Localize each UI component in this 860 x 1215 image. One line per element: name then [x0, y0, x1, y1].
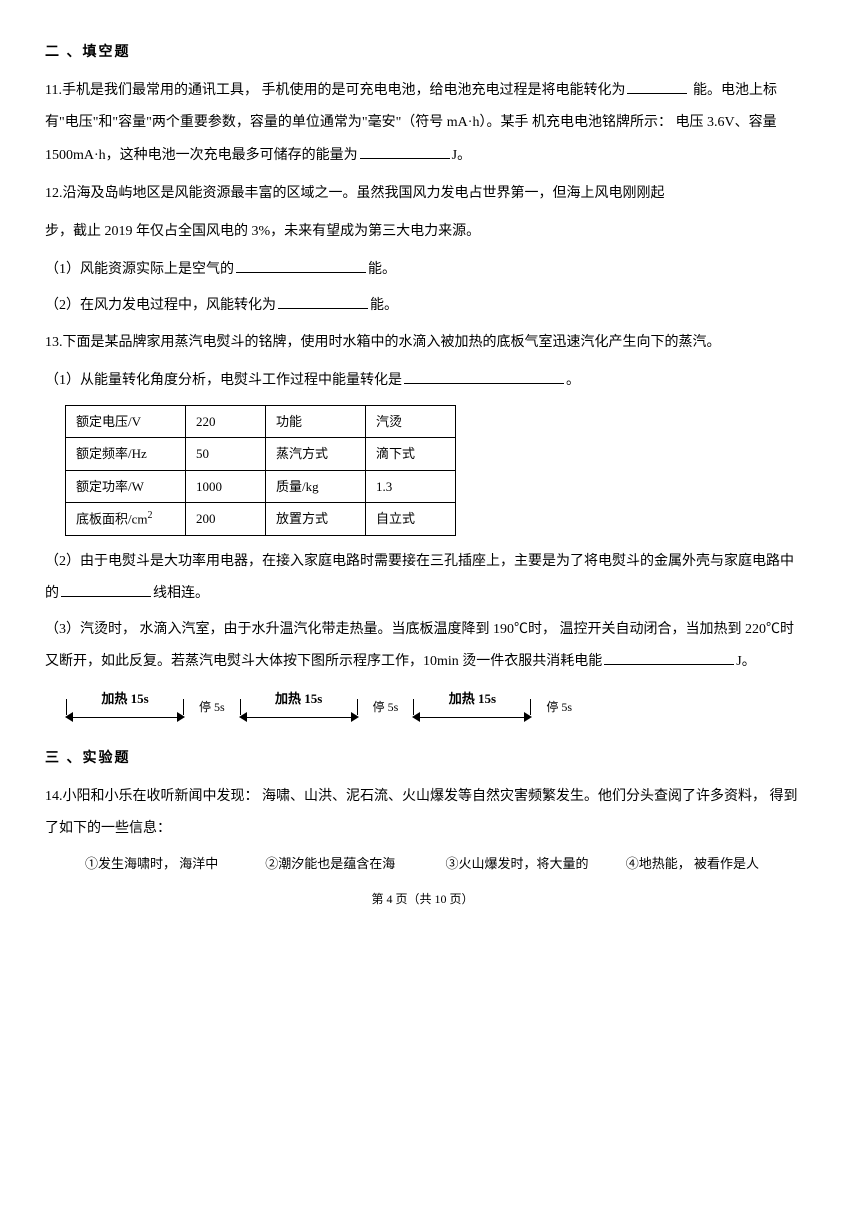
question-12: 12.沿海及岛屿地区是风能资源最丰富的区域之一。虽然我国风力发电占世界第一，但海… [45, 178, 800, 210]
q12-sub2: （2）在风力发电过程中，风能转化为 能。 [45, 290, 800, 322]
q13-sub1-b: 。 [566, 373, 580, 388]
q12-text-b: 步，截止 2019 年仅占全国风电的 3%，未来有望成为第三大电力来源。 [45, 224, 480, 239]
timing-heat-segment: 加热 15s [239, 707, 359, 727]
table-cell: 200 [186, 503, 266, 536]
question-11: 11.手机是我们最常用的通讯工具， 手机使用的是可充电电池，给电池充电过程是将电… [45, 75, 800, 172]
q11-text-d: J。 [452, 148, 471, 163]
table-cell: 自立式 [366, 503, 456, 536]
timing-stop-segment: 停 5s [359, 697, 413, 719]
q11-text-a: 11.手机是我们最常用的通讯工具， 手机使用的是可充电电池，给电池充电过程是将电… [45, 83, 625, 98]
q12-sub1: （1）风能资源实际上是空气的 能。 [45, 254, 800, 286]
q13-sub1-blank [404, 368, 564, 384]
timing-stop-segment: 停 5s [185, 697, 239, 719]
page-footer: 第 4 页（共 10 页） [45, 889, 800, 911]
q14-col2: ②潮汐能也是蕴含在海 [265, 852, 439, 875]
table-cell: 汽烫 [366, 405, 456, 437]
q12-sub1-b: 能。 [368, 262, 396, 277]
timing-heat-segment: 加热 15s [412, 707, 532, 727]
q12-sub2-blank [278, 293, 368, 309]
q12-sub1-a: （1）风能资源实际上是空气的 [45, 262, 234, 277]
q14-info-columns: ①发生海啸时， 海洋中 ②潮汐能也是蕴含在海 ③火山爆发时，将大量的 ④地热能，… [85, 852, 800, 875]
section-3-heading: 三 、实验题 [45, 746, 800, 771]
table-cell: 额定功率/W [66, 470, 186, 502]
table-row: 额定频率/Hz 50 蒸汽方式 滴下式 [66, 438, 456, 470]
table-cell: 220 [186, 405, 266, 437]
q13-sub3-blank [604, 649, 734, 665]
q13-sub3-b: J。 [736, 654, 755, 669]
section-2-heading: 二 、填空题 [45, 40, 800, 65]
q11-blank-2 [360, 143, 450, 159]
table-cell: 1000 [186, 470, 266, 502]
table-cell: 蒸汽方式 [266, 438, 366, 470]
spec-table: 额定电压/V 220 功能 汽烫 额定频率/Hz 50 蒸汽方式 滴下式 额定功… [65, 405, 456, 536]
q14-text-a: 14.小阳和小乐在收听新闻中发现： 海啸、山洪、泥石流、火山爆发等自然灾害频繁发… [45, 789, 798, 836]
question-12-cont: 步，截止 2019 年仅占全国风电的 3%，未来有望成为第三大电力来源。 [45, 216, 800, 248]
q13-text-a: 13.下面是某品牌家用蒸汽电熨斗的铭牌，使用时水箱中的水滴入被加热的底板气室迅速… [45, 335, 721, 350]
q13-sub2: （2）由于电熨斗是大功率用电器，在接入家庭电路时需要接在三孔插座上，主要是为了将… [45, 546, 800, 610]
q13-sub1: （1）从能量转化角度分析，电熨斗工作过程中能量转化是 。 [45, 365, 800, 397]
q14-col3: ③火山爆发时，将大量的 [446, 852, 620, 875]
q11-blank-1 [627, 78, 687, 94]
table-cell: 50 [186, 438, 266, 470]
q14-col1: ①发生海啸时， 海洋中 [85, 852, 259, 875]
q12-sub2-b: 能。 [370, 298, 398, 313]
table-cell: 1.3 [366, 470, 456, 502]
table-row: 底板面积/cm2 200 放置方式 自立式 [66, 503, 456, 536]
q13-sub2-blank [61, 581, 151, 597]
question-14: 14.小阳和小乐在收听新闻中发现： 海啸、山洪、泥石流、火山爆发等自然灾害频繁发… [45, 781, 800, 845]
q13-sub3: （3）汽烫时， 水滴入汽室，由于水升温汽化带走热量。当底板温度降到 190℃时，… [45, 614, 800, 678]
timing-heat-segment: 加热 15s [65, 707, 185, 727]
q12-text-a: 12.沿海及岛屿地区是风能资源最丰富的区域之一。虽然我国风力发电占世界第一，但海… [45, 186, 665, 201]
q14-col4: ④地热能， 被看作是人 [626, 852, 800, 875]
q12-sub1-blank [236, 257, 366, 273]
question-13: 13.下面是某品牌家用蒸汽电熨斗的铭牌，使用时水箱中的水滴入被加热的底板气室迅速… [45, 327, 800, 359]
table-cell: 放置方式 [266, 503, 366, 536]
timing-stop-segment: 停 5s [532, 697, 586, 719]
table-cell: 功能 [266, 405, 366, 437]
table-row: 额定功率/W 1000 质量/kg 1.3 [66, 470, 456, 502]
table-cell: 底板面积/cm2 [66, 503, 186, 536]
table-row: 额定电压/V 220 功能 汽烫 [66, 405, 456, 437]
q13-sub1-a: （1）从能量转化角度分析，电熨斗工作过程中能量转化是 [45, 373, 402, 388]
table-cell: 滴下式 [366, 438, 456, 470]
timing-diagram: 加热 15s 停 5s 加热 15s 停 5s 加热 15s 停 5s [65, 707, 800, 729]
table-cell: 额定电压/V [66, 405, 186, 437]
q13-sub2-b: 线相连。 [153, 586, 209, 601]
table-cell: 质量/kg [266, 470, 366, 502]
table-cell: 额定频率/Hz [66, 438, 186, 470]
q12-sub2-a: （2）在风力发电过程中，风能转化为 [45, 298, 276, 313]
